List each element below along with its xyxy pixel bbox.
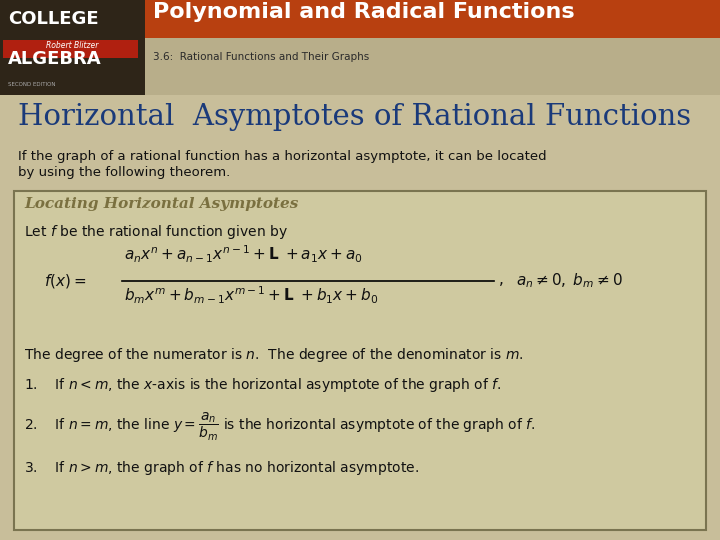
Text: SECOND EDITION: SECOND EDITION	[8, 82, 55, 87]
Bar	[145, 0, 720, 38]
Text: Polynomial and Radical Functions: Polynomial and Radical Functions	[153, 2, 575, 22]
Text: Let $f$ be the rational function given by: Let $f$ be the rational function given b…	[24, 223, 288, 241]
Text: 1.    If $n < m$, the $x$-axis is the horizontal asymptote of the graph of $f$.: 1. If $n < m$, the $x$-axis is the horiz…	[24, 376, 501, 394]
Bar	[3, 40, 138, 58]
Text: The degree of the numerator is $n$.  The degree of the denominator is $m$.: The degree of the numerator is $n$. The …	[24, 346, 523, 364]
Text: $a_n x^n + a_{n-1}x^{n-1} +\mathbf{L}\; + a_1 x + a_0$: $a_n x^n + a_{n-1}x^{n-1} +\mathbf{L}\; …	[124, 244, 363, 265]
Text: 3.    If $n > m$, the graph of $f$ has no horizontal asymptote.: 3. If $n > m$, the graph of $f$ has no h…	[24, 459, 419, 477]
Text: Robert Blitzer: Robert Blitzer	[46, 41, 98, 50]
Bar	[0, 0, 720, 95]
Text: by using the following theorem.: by using the following theorem.	[18, 166, 230, 179]
FancyBboxPatch shape	[14, 191, 706, 530]
Text: $b_m x^m + b_{m-1}x^{m-1} +\mathbf{L}\; + b_1 x + b_0$: $b_m x^m + b_{m-1}x^{m-1} +\mathbf{L}\; …	[124, 285, 379, 306]
Text: COLLEGE: COLLEGE	[8, 10, 99, 28]
Text: Locating Horizontal Asymptotes: Locating Horizontal Asymptotes	[24, 197, 298, 211]
Text: Horizontal  Asymptotes of Rational Functions: Horizontal Asymptotes of Rational Functi…	[18, 103, 691, 131]
Bar	[0, 0, 145, 95]
Text: 2.    If $n = m$, the line $y = \dfrac{a_n}{b_m}$ is the horizontal asymptote of: 2. If $n = m$, the line $y = \dfrac{a_n}…	[24, 411, 536, 443]
Text: $a_n \neq 0,\; b_m \neq 0$: $a_n \neq 0,\; b_m \neq 0$	[516, 272, 623, 291]
Text: ALGEBRA: ALGEBRA	[8, 50, 102, 68]
Text: $f(x) =$: $f(x) =$	[44, 272, 86, 290]
Text: $,$: $,$	[498, 273, 503, 288]
Text: 3.6:  Rational Functions and Their Graphs: 3.6: Rational Functions and Their Graphs	[153, 52, 369, 62]
Bar	[0, 95, 720, 540]
Text: If the graph of a rational function has a horizontal asymptote, it can be locate: If the graph of a rational function has …	[18, 150, 546, 163]
